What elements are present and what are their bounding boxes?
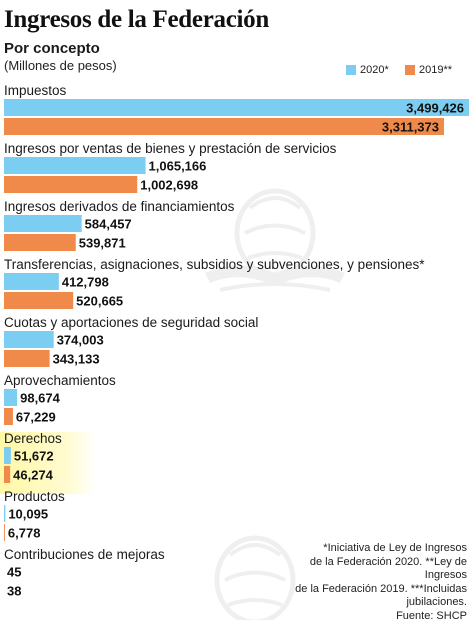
bar-2019-transferencias-asignaciones-subsidios-y-subvenciones-y-pensiones (4, 292, 73, 309)
value-label-2020-contribuciones-de-mejoras: 45 (7, 565, 21, 580)
value-label-2020-ingresos-derivados-de-financiamientos: 584,457 (85, 217, 132, 232)
category-label-productos: Productos (4, 489, 65, 504)
footnote-source: Fuente: SHCP (267, 610, 467, 623)
value-label-2020-transferencias-asignaciones-subsidios-y-subvenciones-y-pensiones: 412,798 (62, 275, 109, 290)
bar-2019-ingresos-derivados-de-financiamientos (4, 234, 76, 251)
value-label-2019-aprovechamientos: 67,229 (16, 410, 56, 425)
bar-2020-cuotas-y-aportaciones-de-seguridad-social (4, 331, 54, 348)
footnote-line-3: de la Federación 2019. ***Incluidas (267, 583, 467, 597)
footnote: *Iniciativa de Ley de Ingresos de la Fed… (267, 542, 467, 623)
bar-2019-productos (4, 524, 5, 541)
value-label-2019-impuestos: 3,311,373 (382, 120, 439, 135)
footnote-line-1: *Iniciativa de Ley de Ingresos (267, 542, 467, 556)
value-label-2019-contribuciones-de-mejoras: 38 (7, 584, 21, 599)
value-label-2020-derechos: 51,672 (14, 449, 54, 464)
value-label-2020-productos: 10,095 (8, 507, 48, 522)
bar-2020-ingresos-por-ventas-de-bienes-y-prestacion-de-servicios (4, 157, 146, 174)
bar-2020-impuestos (4, 99, 469, 116)
value-label-2019-cuotas-y-aportaciones-de-seguridad-social: 343,133 (53, 352, 100, 367)
category-label-aprovechamientos: Aprovechamientos (4, 373, 116, 388)
category-label-transferencias-asignaciones-subsidios-y-subvenciones-y-pensiones: Transferencias, asignaciones, subsidios … (4, 257, 425, 272)
category-label-impuestos: Impuestos (4, 83, 67, 98)
bar-2019-impuestos (4, 118, 444, 135)
bar-2020-aprovechamientos (4, 389, 17, 406)
footnote-line-4: jubilaciones. (267, 596, 467, 610)
value-label-2019-ingresos-por-ventas-de-bienes-y-prestacion-de-servicios: 1,002,698 (140, 178, 198, 193)
bar-2019-derechos (4, 466, 10, 483)
category-label-ingresos-derivados-de-financiamientos: Ingresos derivados de financiamientos (4, 199, 235, 214)
value-label-2020-aprovechamientos: 98,674 (20, 391, 61, 406)
category-label-contribuciones-de-mejoras: Contribuciones de mejoras (4, 547, 165, 562)
bar-2020-ingresos-derivados-de-financiamientos (4, 215, 82, 232)
value-label-2019-productos: 6,778 (8, 526, 41, 541)
bar-2019-cuotas-y-aportaciones-de-seguridad-social (4, 350, 50, 367)
bar-2020-productos (4, 505, 5, 522)
value-label-2019-ingresos-derivados-de-financiamientos: 539,871 (79, 236, 126, 251)
category-label-derechos: Derechos (4, 431, 62, 446)
value-label-2019-transferencias-asignaciones-subsidios-y-subvenciones-y-pensiones: 520,665 (76, 294, 123, 309)
value-label-2020-ingresos-por-ventas-de-bienes-y-prestacion-de-servicios: 1,065,166 (149, 159, 207, 174)
value-label-2020-impuestos: 3,499,426 (406, 101, 464, 116)
bar-2019-ingresos-por-ventas-de-bienes-y-prestacion-de-servicios (4, 176, 137, 193)
value-label-2020-cuotas-y-aportaciones-de-seguridad-social: 374,003 (57, 333, 104, 348)
category-label-cuotas-y-aportaciones-de-seguridad-social: Cuotas y aportaciones de seguridad socia… (4, 315, 258, 330)
category-label-ingresos-por-ventas-de-bienes-y-prestacion-de-servicios: Ingresos por ventas de bienes y prestaci… (4, 141, 337, 156)
footnote-line-2: de la Federación 2020. **Ley de Ingresos (267, 556, 467, 583)
bar-2019-aprovechamientos (4, 408, 13, 425)
value-label-2019-derechos: 46,274 (13, 468, 54, 483)
bar-2020-derechos (4, 447, 11, 464)
bar-2020-transferencias-asignaciones-subsidios-y-subvenciones-y-pensiones (4, 273, 59, 290)
